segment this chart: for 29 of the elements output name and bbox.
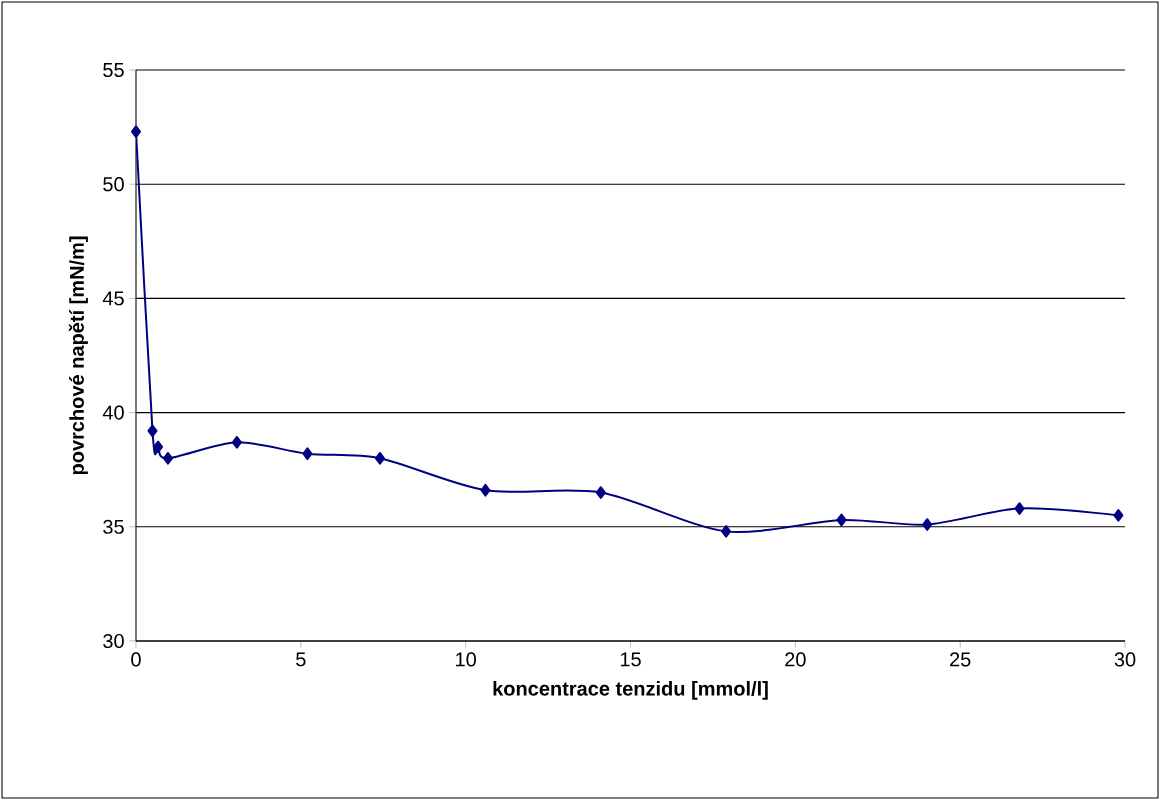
- y-tick-label: 55: [103, 63, 124, 77]
- y-tick-label: 30: [103, 633, 124, 649]
- point: [1113, 509, 1124, 522]
- y-tick-label: 45: [102, 291, 124, 306]
- x-tick-label: 10: [456, 652, 476, 667]
- point: [147, 424, 158, 438]
- x-tick-label: 15: [620, 652, 641, 667]
- point: [131, 125, 141, 138]
- x-tick-label: 5: [296, 652, 306, 667]
- point: [721, 525, 732, 538]
- point: [922, 518, 933, 531]
- y-tick-label: 40: [102, 405, 124, 420]
- point: [480, 483, 491, 497]
- point: [595, 486, 606, 499]
- y-tick-label: 35: [103, 519, 124, 534]
- point: [302, 447, 313, 461]
- x-axis-title: koncentrace tenzidu [mmol/l]: [493, 681, 768, 700]
- x-tick-label: 30: [1114, 652, 1136, 667]
- point: [1014, 502, 1025, 515]
- x-tick-label: 20: [785, 652, 806, 667]
- y-tick-label: 50: [103, 177, 124, 192]
- point: [231, 435, 242, 449]
- x-tick-label: 25: [950, 652, 971, 667]
- point: [836, 513, 847, 527]
- x-tick-label: 0: [131, 652, 141, 667]
- point: [162, 451, 173, 465]
- y-axis-title: povrchové napětí [mN/m]: [68, 236, 88, 475]
- point: [153, 440, 164, 454]
- point: [374, 451, 385, 465]
